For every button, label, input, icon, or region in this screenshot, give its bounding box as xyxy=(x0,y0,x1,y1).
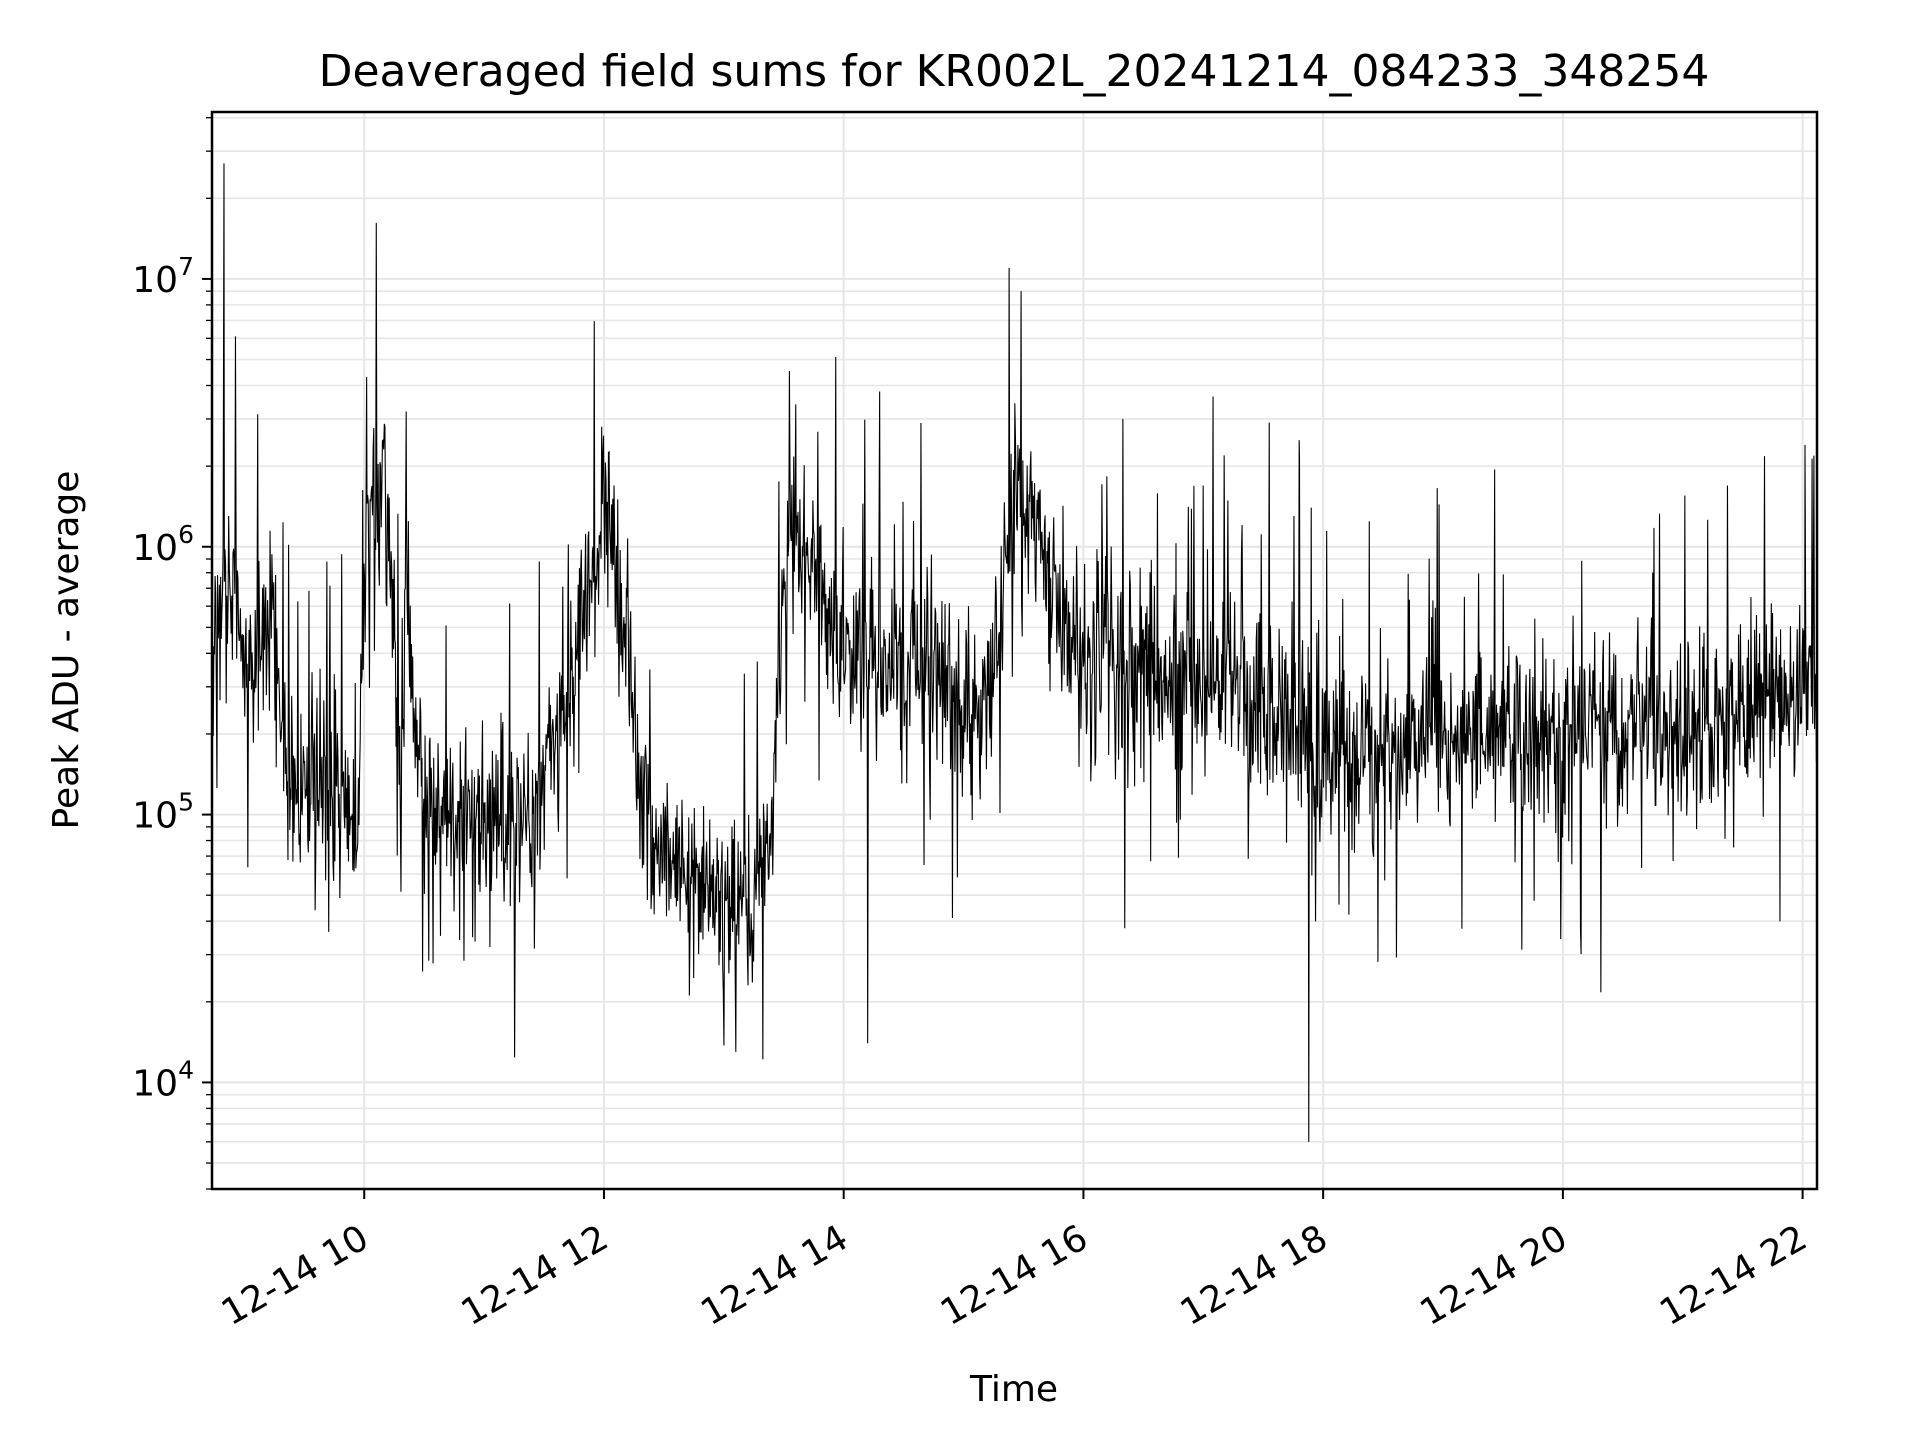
y-tick-label: 106 xyxy=(132,520,194,569)
y-tick-base: 10 xyxy=(132,1063,178,1104)
y-tick-exponent: 4 xyxy=(178,1055,194,1084)
y-gridlines xyxy=(212,116,1817,1190)
y-tick-exponent: 6 xyxy=(178,520,194,549)
y-tick-label: 107 xyxy=(132,252,194,301)
y-tick-base: 10 xyxy=(132,528,178,569)
y-tick-exponent: 7 xyxy=(178,252,194,281)
chart-title: Deaveraged field sums for KR002L_2024121… xyxy=(319,46,1710,97)
y-tick-exponent: 5 xyxy=(178,788,194,817)
y-tick-label: 105 xyxy=(132,788,194,837)
x-axis-label: Time xyxy=(969,1369,1058,1410)
plot-frame xyxy=(210,110,1819,1191)
series-layer xyxy=(211,163,1818,1142)
y-axis-label: Peak ADU - average xyxy=(46,471,87,830)
y-tick-base: 10 xyxy=(132,796,178,837)
y-tick-base: 10 xyxy=(132,260,178,301)
y-tick-label: 104 xyxy=(132,1055,194,1104)
series-line xyxy=(211,163,1818,1142)
